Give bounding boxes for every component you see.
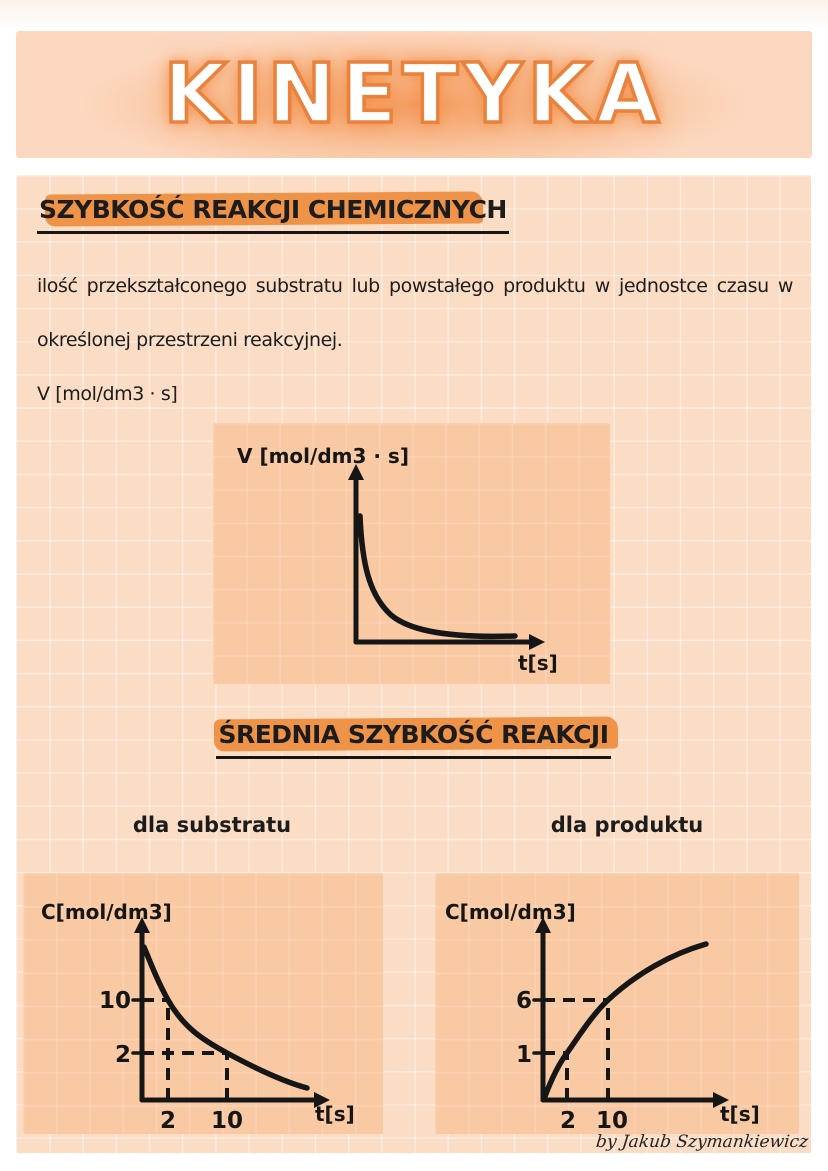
section-average-heading-wrap: ŚREDNIA SZYBKOŚĆ REAKCJI xyxy=(16,716,811,759)
product-chart-label: dla produktu xyxy=(550,813,704,837)
product-concentration-chart: C[mol/dm3] 6 1 2 10 t[s] xyxy=(435,873,799,1134)
y-tick-label: 1 xyxy=(516,1042,532,1068)
rate-vs-time-plot: V [mol/dm3 · s] t[s] xyxy=(237,444,558,675)
y-axis-arrow-icon xyxy=(134,917,150,933)
y-axis-arrow-icon xyxy=(348,464,364,480)
substrate-curve xyxy=(141,944,310,1091)
x-axis-arrow-icon xyxy=(713,1092,729,1108)
y-axis-label: V [mol/dm3 · s] xyxy=(237,444,409,468)
y-tick-label: 10 xyxy=(99,988,131,1014)
y-tick-label: 2 xyxy=(115,1042,131,1068)
x-tick-label: 2 xyxy=(160,1108,176,1134)
rate-vs-time-chart: V [mol/dm3 · s] t[s] xyxy=(213,423,610,684)
page-top-tint xyxy=(0,0,828,30)
rate-curve xyxy=(357,513,518,640)
section-average-heading: ŚREDNIA SZYBKOŚĆ REAKCJI xyxy=(214,716,619,759)
definition-line-2: określonej przestrzeni reakcyjnej. xyxy=(37,329,343,351)
substrate-chart-label: dla substratu xyxy=(132,813,292,837)
header-band: KINETYKA xyxy=(16,31,812,158)
x-axis-label: t[s] xyxy=(720,1102,760,1126)
rate-definition: ilość przekształconego substratu lub pow… xyxy=(37,259,793,421)
section-rate-heading-wrap: SZYBKOŚĆ REAKCJI CHEMICZNYCH xyxy=(37,191,509,234)
rate-unit: V [mol/dm3 · s] xyxy=(37,383,178,405)
substrate-concentration-chart: C[mol/dm3] 10 2 2 10 t[s] xyxy=(23,873,383,1134)
y-tick-label: 6 xyxy=(516,988,532,1014)
x-axis-label: t[s] xyxy=(315,1102,355,1126)
substrate-concentration-plot: C[mol/dm3] 10 2 2 10 t[s] xyxy=(41,900,355,1134)
x-tick-label: 10 xyxy=(211,1108,243,1134)
y-axis-label: C[mol/dm3] xyxy=(445,900,576,924)
definition-line-1: ilość przekształconego substratu lub pow… xyxy=(37,275,793,297)
x-tick-label: 10 xyxy=(596,1108,628,1134)
product-concentration-plot: C[mol/dm3] 6 1 2 10 t[s] xyxy=(445,900,760,1134)
x-axis-arrow-icon xyxy=(314,1092,330,1108)
x-axis-label: t[s] xyxy=(518,651,558,675)
x-axis-arrow-icon xyxy=(529,634,545,650)
page-title: KINETYKA xyxy=(162,45,665,144)
y-axis-label: C[mol/dm3] xyxy=(41,900,172,924)
author-signature: by Jakub Szymankiewicz xyxy=(594,1132,810,1152)
section-rate-heading-text: SZYBKOŚĆ REAKCJI CHEMICZNYCH xyxy=(39,195,507,224)
section-rate-heading: SZYBKOŚĆ REAKCJI CHEMICZNYCH xyxy=(37,191,509,234)
y-axis-arrow-icon xyxy=(535,917,551,933)
content-sheet: SZYBKOŚĆ REAKCJI CHEMICZNYCH ilość przek… xyxy=(16,175,811,1153)
product-curve xyxy=(541,941,709,1102)
section-average-heading-text: ŚREDNIA SZYBKOŚĆ REAKCJI xyxy=(218,720,609,749)
x-tick-label: 2 xyxy=(560,1108,576,1134)
